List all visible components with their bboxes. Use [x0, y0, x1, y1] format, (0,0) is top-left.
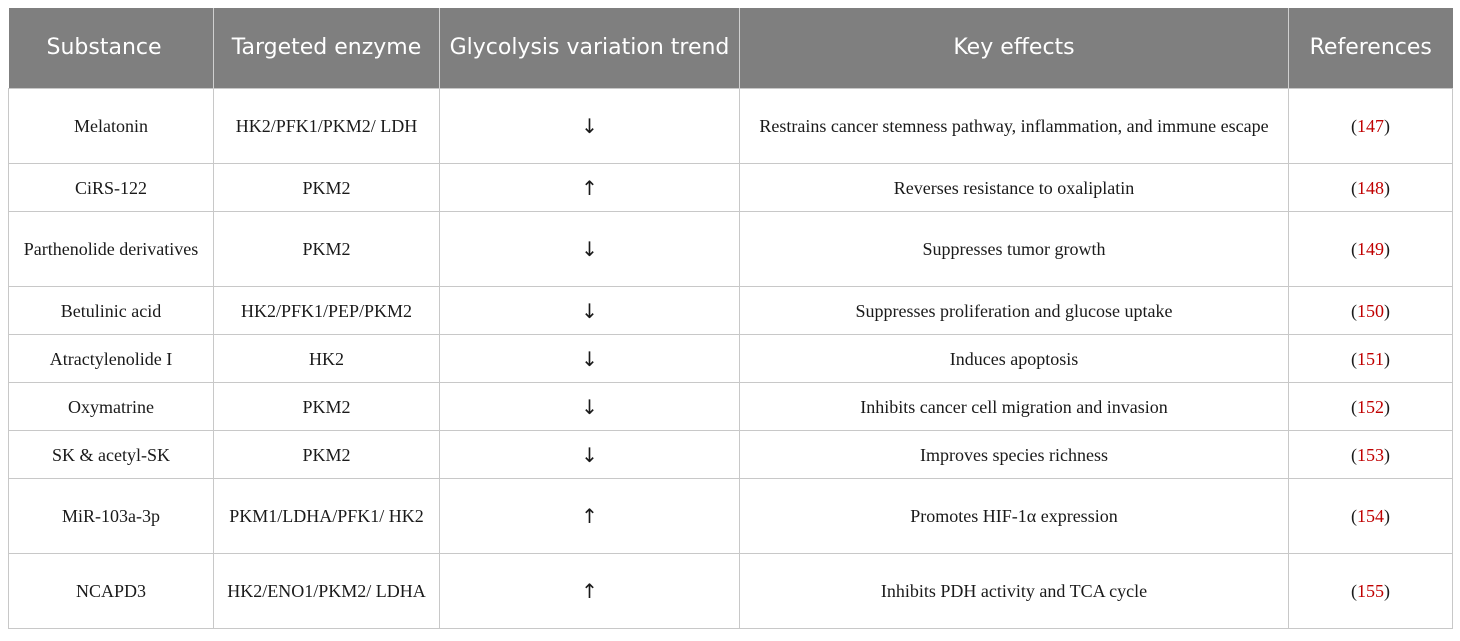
ref-open-bracket: ( — [1351, 177, 1357, 198]
table-row: CiRS-122 PKM2 ↑ Reverses resistance to o… — [8, 163, 1453, 212]
table-row: Melatonin HK2/PFK1/PKM2/ LDH ↓ Restrains… — [8, 88, 1453, 164]
reference-link[interactable]: 154 — [1357, 506, 1384, 526]
ref-open-bracket: ( — [1351, 396, 1357, 417]
cell-effects: Suppresses proliferation and glucose upt… — [739, 286, 1289, 335]
cell-reference: (147) — [1288, 88, 1453, 164]
cell-reference: (149) — [1288, 211, 1453, 287]
cell-enzyme: PKM2 — [213, 163, 440, 212]
ref-close-bracket: ) — [1384, 177, 1390, 198]
glycolysis-table: Substance Targeted enzyme Glycolysis var… — [8, 8, 1453, 629]
data-table-container: Substance Targeted enzyme Glycolysis var… — [8, 8, 1453, 629]
cell-substance: CiRS-122 — [8, 163, 214, 212]
header-glycolysis-trend: Glycolysis variation trend — [439, 8, 740, 89]
cell-reference: (153) — [1288, 430, 1453, 479]
cell-trend-arrow: ↓ — [439, 286, 740, 335]
cell-substance: SK & acetyl-SK — [8, 430, 214, 479]
ref-close-bracket: ) — [1384, 239, 1390, 259]
cell-effects: Inhibits PDH activity and TCA cycle — [739, 553, 1289, 629]
cell-substance: Atractylenolide I — [8, 334, 214, 383]
table-row: MiR-103a-3p PKM1/LDHA/PFK1/ HK2 ↑ Promot… — [8, 478, 1453, 554]
cell-trend-arrow: ↓ — [439, 88, 740, 164]
ref-open-bracket: ( — [1351, 444, 1357, 465]
reference-link[interactable]: 149 — [1357, 239, 1384, 259]
ref-close-bracket: ) — [1384, 116, 1390, 136]
cell-enzyme: PKM1/LDHA/PFK1/ HK2 — [213, 478, 440, 554]
cell-effects: Improves species richness — [739, 430, 1289, 479]
ref-open-bracket: ( — [1351, 300, 1357, 321]
cell-enzyme: PKM2 — [213, 382, 440, 431]
cell-effects: Promotes HIF-1α expression — [739, 478, 1289, 554]
cell-enzyme: HK2/PFK1/PEP/PKM2 — [213, 286, 440, 335]
cell-substance: Oxymatrine — [8, 382, 214, 431]
reference-link[interactable]: 147 — [1357, 116, 1384, 136]
reference-link[interactable]: 151 — [1357, 348, 1384, 369]
cell-reference: (148) — [1288, 163, 1453, 212]
ref-open-bracket: ( — [1351, 116, 1357, 136]
ref-close-bracket: ) — [1384, 444, 1390, 465]
cell-reference: (154) — [1288, 478, 1453, 554]
ref-open-bracket: ( — [1351, 581, 1357, 601]
cell-trend-arrow: ↑ — [439, 163, 740, 212]
ref-open-bracket: ( — [1351, 506, 1357, 526]
cell-enzyme: PKM2 — [213, 211, 440, 287]
cell-effects: Reverses resistance to oxaliplatin — [739, 163, 1289, 212]
ref-close-bracket: ) — [1384, 396, 1390, 417]
cell-substance: NCAPD3 — [8, 553, 214, 629]
header-row: Substance Targeted enzyme Glycolysis var… — [8, 8, 1453, 89]
ref-close-bracket: ) — [1384, 581, 1390, 601]
cell-enzyme: HK2/PFK1/PKM2/ LDH — [213, 88, 440, 164]
cell-trend-arrow: ↓ — [439, 430, 740, 479]
ref-open-bracket: ( — [1351, 348, 1357, 369]
ref-close-bracket: ) — [1384, 300, 1390, 321]
cell-enzyme: HK2 — [213, 334, 440, 383]
ref-close-bracket: ) — [1384, 506, 1390, 526]
reference-link[interactable]: 148 — [1357, 177, 1384, 198]
cell-reference: (152) — [1288, 382, 1453, 431]
table-row: Atractylenolide I HK2 ↓ Induces apoptosi… — [8, 334, 1453, 383]
cell-substance: Betulinic acid — [8, 286, 214, 335]
reference-link[interactable]: 152 — [1357, 396, 1384, 417]
header-references: References — [1288, 8, 1453, 89]
cell-effects: Induces apoptosis — [739, 334, 1289, 383]
cell-effects: Restrains cancer stemness pathway, infla… — [739, 88, 1289, 164]
cell-effects: Suppresses tumor growth — [739, 211, 1289, 287]
reference-link[interactable]: 155 — [1357, 581, 1384, 601]
cell-enzyme: PKM2 — [213, 430, 440, 479]
header-key-effects: Key effects — [739, 8, 1289, 89]
cell-substance: Melatonin — [8, 88, 214, 164]
cell-reference: (155) — [1288, 553, 1453, 629]
header-targeted-enzyme: Targeted enzyme — [213, 8, 440, 89]
reference-link[interactable]: 150 — [1357, 300, 1384, 321]
cell-enzyme: HK2/ENO1/PKM2/ LDHA — [213, 553, 440, 629]
cell-substance: Parthenolide derivatives — [8, 211, 214, 287]
ref-open-bracket: ( — [1351, 239, 1357, 259]
cell-trend-arrow: ↑ — [439, 553, 740, 629]
ref-close-bracket: ) — [1384, 348, 1390, 369]
table-row: NCAPD3 HK2/ENO1/PKM2/ LDHA ↑ Inhibits PD… — [8, 553, 1453, 629]
cell-substance: MiR-103a-3p — [8, 478, 214, 554]
cell-trend-arrow: ↓ — [439, 211, 740, 287]
table-row: SK & acetyl-SK PKM2 ↓ Improves species r… — [8, 430, 1453, 479]
table-row: Oxymatrine PKM2 ↓ Inhibits cancer cell m… — [8, 382, 1453, 431]
reference-link[interactable]: 153 — [1357, 444, 1384, 465]
table-row: Betulinic acid HK2/PFK1/PEP/PKM2 ↓ Suppr… — [8, 286, 1453, 335]
cell-trend-arrow: ↓ — [439, 334, 740, 383]
cell-reference: (151) — [1288, 334, 1453, 383]
cell-reference: (150) — [1288, 286, 1453, 335]
cell-trend-arrow: ↑ — [439, 478, 740, 554]
header-substance: Substance — [8, 8, 214, 89]
cell-effects: Inhibits cancer cell migration and invas… — [739, 382, 1289, 431]
table-row: Parthenolide derivatives PKM2 ↓ Suppress… — [8, 211, 1453, 287]
cell-trend-arrow: ↓ — [439, 382, 740, 431]
